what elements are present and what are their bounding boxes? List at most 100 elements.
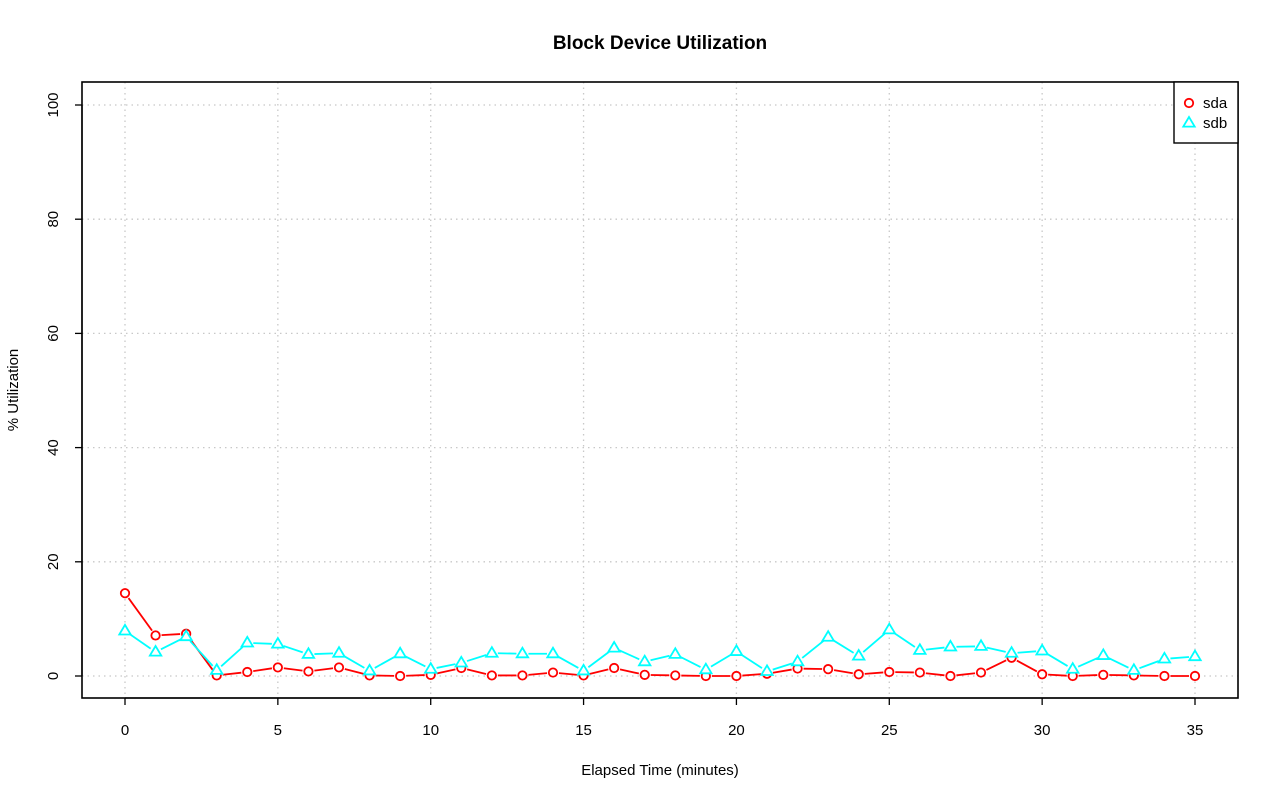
sdb-line-segment	[283, 645, 304, 654]
sdb-line-segment	[832, 639, 855, 654]
sdb-line-segment	[893, 632, 916, 648]
sda-line-segment	[1048, 673, 1067, 677]
legend-label-sdb: sdb	[1203, 115, 1227, 132]
sda-point	[547, 667, 559, 678]
sda-point	[242, 666, 253, 678]
sdb-line-segment	[925, 646, 945, 651]
sdb-point	[698, 661, 714, 675]
sdb-point	[209, 662, 224, 675]
sda-point	[670, 670, 681, 681]
sda-point	[486, 670, 497, 681]
sda-line-segment	[253, 667, 273, 673]
sdb-point	[1157, 651, 1172, 664]
sdb-point	[178, 628, 194, 642]
sdb-line-segment	[650, 654, 670, 662]
sdb-line-segment	[680, 656, 701, 668]
sdb-point	[882, 621, 897, 635]
sda-line-segment	[466, 668, 487, 675]
sda-point	[333, 662, 345, 673]
legend-marker-sdb	[1181, 115, 1197, 128]
sdb-line-segment	[466, 654, 487, 662]
x-tick-label: 20	[728, 722, 745, 739]
sdb-line-segment	[160, 638, 182, 651]
sdb-line-segment	[587, 650, 610, 668]
sdb-line-segment	[189, 640, 214, 667]
sdb-point	[790, 653, 805, 667]
x-tick-label: 30	[1034, 722, 1051, 739]
sdb-point	[973, 638, 989, 651]
sdb-point	[148, 644, 163, 657]
sda-line-segment	[772, 668, 792, 674]
sda-line-segment	[222, 671, 242, 676]
x-tick-label: 35	[1187, 722, 1204, 739]
sdb-line-segment	[253, 642, 272, 645]
sdb-line-segment	[986, 646, 1006, 653]
sdb-point	[1187, 648, 1203, 662]
y-tick-label: 60	[45, 325, 62, 342]
sdb-line-segment	[862, 632, 886, 653]
sdb-point	[1096, 647, 1111, 660]
sdb-point	[820, 629, 836, 642]
x-tick-label: 5	[274, 722, 282, 739]
sdb-point	[362, 663, 377, 676]
sdb-point	[851, 648, 866, 661]
x-tick-label: 0	[121, 722, 129, 739]
sda-line-segment	[161, 633, 181, 637]
sdb-point	[1034, 643, 1050, 656]
sda-point	[1037, 669, 1048, 680]
y-tick-label: 80	[45, 211, 62, 228]
sda-point	[150, 630, 161, 641]
sdb-line-segment	[801, 640, 825, 659]
sdb-line-segment	[220, 646, 244, 667]
sda-line-segment	[1078, 674, 1098, 677]
x-tick-label: 10	[422, 722, 439, 739]
sda-point	[1098, 669, 1109, 680]
sdb-line-segment	[557, 655, 579, 669]
sda-line-segment	[558, 672, 578, 676]
sdb-line-segment	[314, 652, 334, 655]
sda-line-segment	[436, 668, 456, 675]
sda-line-segment	[956, 672, 976, 677]
sdb-point	[912, 642, 928, 655]
sdb-line-segment	[343, 655, 365, 669]
sdb-point	[637, 653, 652, 667]
sdb-point	[392, 645, 408, 659]
y-axis-label: % Utilization	[5, 349, 22, 432]
sdb-line-segment	[129, 633, 152, 650]
sdb-point	[331, 645, 347, 658]
y-tick-label: 100	[45, 92, 62, 117]
sda-point	[914, 667, 925, 678]
sdb-point	[1126, 662, 1142, 675]
sda-point	[303, 666, 314, 677]
sda-line-segment	[314, 667, 334, 672]
sdb-line-segment	[1170, 656, 1190, 660]
sda-line-segment	[833, 669, 853, 675]
sdb-point	[668, 646, 683, 659]
sdb-point	[117, 623, 133, 636]
sda-line-segment	[864, 671, 884, 675]
sdb-line-segment	[405, 655, 426, 668]
sda-point	[395, 670, 406, 682]
sdb-line-segment	[436, 663, 456, 669]
series-layer	[117, 588, 1203, 682]
sda-line-segment	[344, 668, 364, 675]
x-tick-label: 15	[575, 722, 592, 739]
series-sdb	[117, 621, 1203, 676]
sda-point	[1159, 670, 1170, 682]
legend-box	[1173, 81, 1239, 144]
sda-point	[945, 670, 956, 682]
sda-point	[731, 670, 742, 682]
sdb-line-segment	[1046, 653, 1069, 667]
sda-point	[609, 662, 620, 674]
sda-line-segment	[528, 672, 548, 676]
sda-line-segment	[283, 667, 303, 672]
sdb-line-segment	[1077, 657, 1099, 668]
sdb-point	[270, 636, 286, 649]
sda-line-segment	[986, 659, 1007, 671]
sdb-point	[454, 655, 469, 668]
sda-line-segment	[742, 673, 762, 677]
x-tick-label: 25	[881, 722, 898, 739]
sda-point	[639, 669, 650, 680]
sda-point	[823, 664, 834, 675]
sdb-line-segment	[374, 655, 396, 669]
